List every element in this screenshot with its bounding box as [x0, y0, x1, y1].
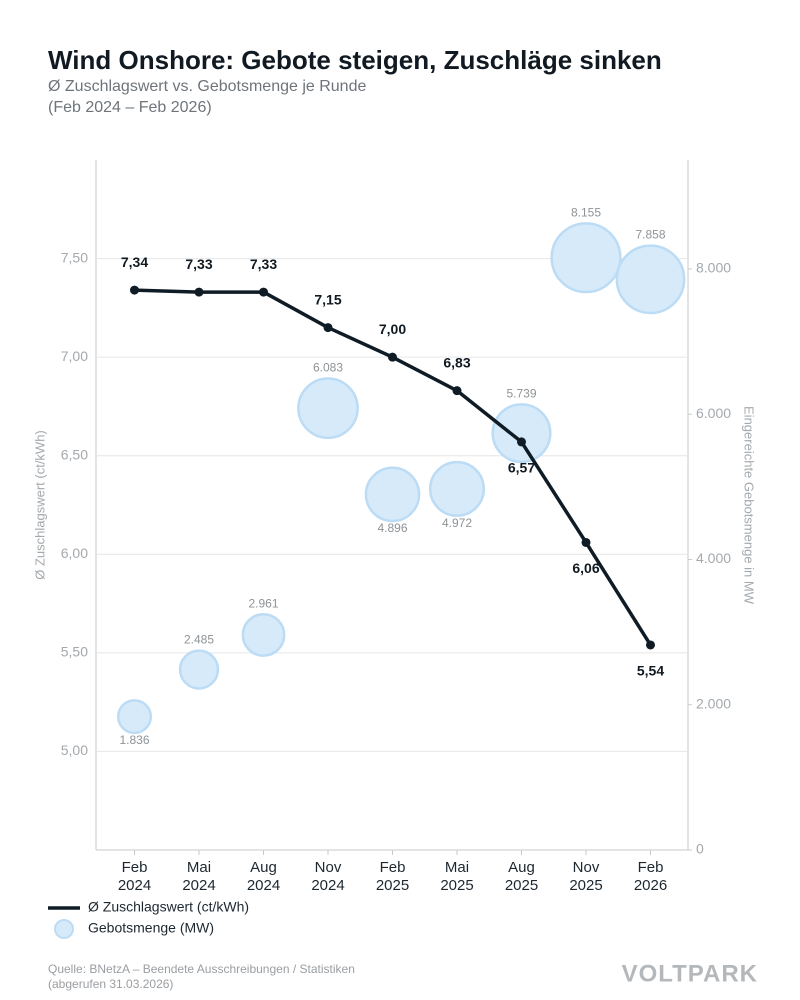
y2-axis-title: Eingereichte Gebotsmenge in MW [742, 406, 757, 605]
y-tick-label: 6,00 [61, 545, 88, 561]
bubble [178, 649, 220, 690]
line-label: 7,15 [314, 291, 341, 307]
bubble-label: 6.083 [313, 361, 343, 375]
line-label: 7,00 [379, 321, 406, 337]
y2-tick-label: 4.000 [696, 550, 731, 566]
x-tick-label: Nov 2024 [311, 859, 345, 894]
y-tick-label: 5,00 [61, 742, 88, 758]
x-tick-label: Aug 2024 [246, 859, 281, 894]
y-tick-label: 6,50 [61, 446, 88, 462]
bubble-label: 2.485 [184, 633, 214, 647]
y2-tick-label: 8.000 [696, 260, 731, 276]
x-tick-label: Mai 2024 [182, 859, 216, 894]
line-label: 6,06 [572, 560, 599, 576]
bubble-label: 7.858 [635, 228, 665, 242]
bubble-label: 4.972 [442, 516, 472, 530]
line-point [130, 285, 139, 295]
x-tick-label: Mai 2025 [440, 859, 474, 894]
bubble-label: 2.961 [248, 596, 278, 610]
bubble-label: 1.836 [119, 733, 149, 747]
bubble-label: 8.155 [571, 206, 601, 220]
bubble [491, 403, 552, 464]
y2-tick-label: 2.000 [696, 695, 731, 711]
bubble [550, 222, 622, 294]
line-point [259, 287, 268, 297]
bubble [615, 244, 686, 315]
line-label: 6,83 [443, 354, 470, 370]
logo: VOLTPARK [622, 960, 758, 987]
legend-swatch [54, 919, 74, 939]
y-tick-label: 5,50 [61, 644, 88, 660]
y2-tick-label: 0 [696, 841, 704, 857]
bubble-label: 4.896 [377, 521, 407, 535]
bubble [428, 460, 486, 517]
x-tick-label: Feb 2025 [375, 859, 410, 894]
subtitle: Ø Zuschlagswert vs. Gebotsmenge je Runde [48, 78, 366, 95]
legend-label: Ø Zuschlagswert (ct/kWh) [88, 899, 249, 915]
line-point [581, 537, 591, 547]
bubble [364, 466, 421, 523]
line-point [388, 352, 397, 362]
line-point [452, 386, 462, 396]
line-point [194, 287, 204, 297]
y-tick-label: 7,00 [61, 348, 88, 364]
bubble-label: 5.739 [506, 387, 536, 401]
y-axis-title: Ø Zuschlagswert (ct/kWh) [32, 430, 47, 580]
line-point [646, 640, 655, 650]
x-tick-label: Aug 2025 [504, 859, 539, 894]
x-tick-label: Nov 2025 [569, 859, 603, 894]
line-label: 5,54 [637, 663, 664, 679]
y-tick-label: 7,50 [61, 249, 88, 265]
line-label: 7,33 [250, 256, 277, 272]
line-label: 6,57 [508, 460, 535, 476]
source: (abgerufen 31.03.2026) [48, 977, 173, 991]
source: Quelle: BNetzA – Beendete Ausschreibunge… [48, 962, 355, 976]
x-tick-label: Feb 2024 [117, 859, 152, 894]
legend-label: Gebotsmenge (MW) [88, 920, 214, 936]
y2-tick-label: 6.000 [696, 405, 731, 421]
line-label: 7,34 [121, 254, 148, 270]
line-point [517, 437, 526, 447]
line-point [323, 323, 333, 333]
bubble [297, 377, 359, 440]
x-tick-label: Feb 2026 [633, 859, 668, 894]
line-label: 7,33 [185, 256, 212, 272]
bubble [116, 699, 153, 735]
bubble [241, 613, 286, 657]
subtitle: (Feb 2024 – Feb 2026) [48, 99, 212, 116]
chart-title: Wind Onshore: Gebote steigen, Zuschläge … [48, 45, 662, 75]
